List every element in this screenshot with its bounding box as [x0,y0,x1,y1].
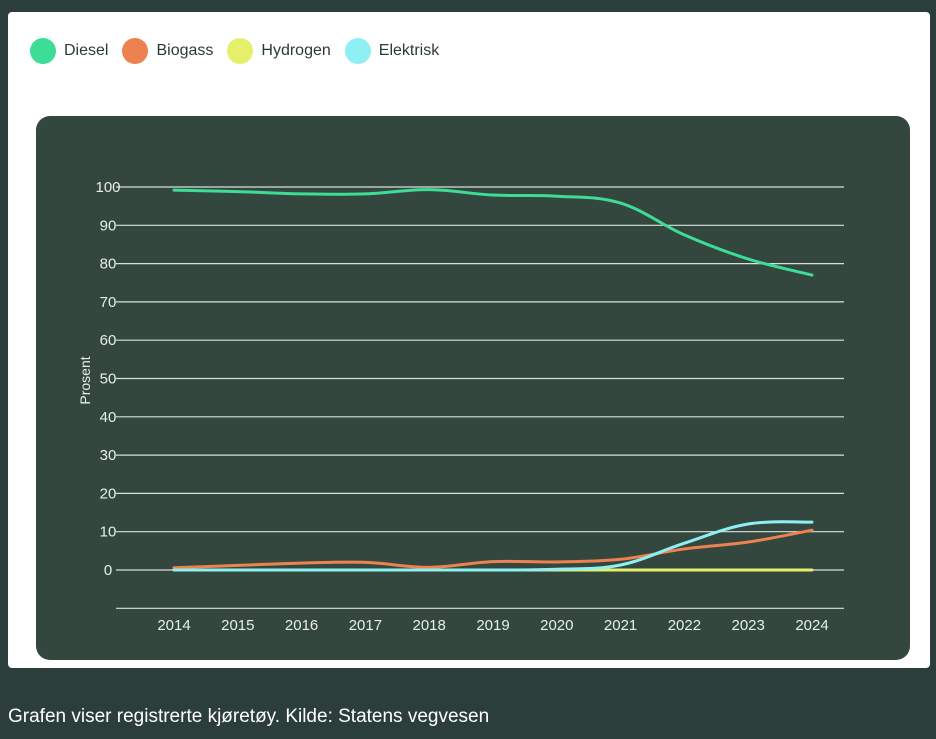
x-tick-label: 2024 [795,617,828,634]
y-tick-label: 100 [95,179,120,196]
legend-label: Biogass [156,42,214,59]
line-chart: 0 10 20 30 40 50 60 70 80 90 100 2014 2015 2016 2017 20… [77,179,844,634]
y-tick-label: 70 [100,294,117,311]
chart-caption: Grafen viser registrerte kjøretøy. Kilde… [8,706,490,727]
legend-swatch [30,38,56,64]
legend-swatch [227,38,254,64]
legend-item-diesel: Diesel [30,38,108,64]
legend-swatch [122,38,149,64]
legend-item-biogass: Biogass [122,38,213,64]
x-tick-label: 2023 [732,617,765,634]
series-line-elektrisk [172,520,814,572]
legend-label: Hydrogen [261,42,331,59]
y-tick-label: 20 [100,485,117,502]
y-tick-label: 30 [100,447,117,464]
y-tick-label: 40 [100,409,117,426]
x-tick-label: 2018 [413,617,446,634]
chart-legend: Diesel Biogass Hydrogen Elektrisk [30,38,439,64]
x-tick-label: 2021 [604,617,637,634]
x-tick-label: 2017 [349,617,382,634]
y-tick-label: 60 [100,332,117,349]
x-tick-label: 2019 [476,617,509,634]
plot-area: 0 10 20 30 40 50 60 70 80 90 100 2014 2015 2016 2017 20… [36,116,910,660]
y-tick-label: 90 [100,217,117,234]
legend-item-hydrogen: Hydrogen [227,38,331,64]
series-line-diesel [172,188,814,277]
legend-label: Diesel [64,42,109,59]
y-tick-label: 10 [100,524,117,541]
x-tick-label: 2022 [668,617,701,634]
y-axis-label: Prosent [77,356,93,404]
y-tick-label: 50 [100,371,117,388]
legend-swatch [344,38,371,64]
legend-label: Elektrisk [378,42,440,59]
y-tick-label: 80 [100,256,117,273]
x-tick-label: 2014 [157,617,190,634]
y-tick-label: 0 [104,562,112,579]
chart-card: Diesel Biogass Hydrogen Elektrisk 0 10 20 30 40… [8,12,930,668]
legend-item-elektrisk: Elektrisk [344,38,440,64]
series-line-biogass [172,528,814,570]
x-tick-label: 2020 [540,617,573,634]
x-tick-label: 2015 [221,617,254,634]
x-tick-label: 2016 [285,617,318,634]
